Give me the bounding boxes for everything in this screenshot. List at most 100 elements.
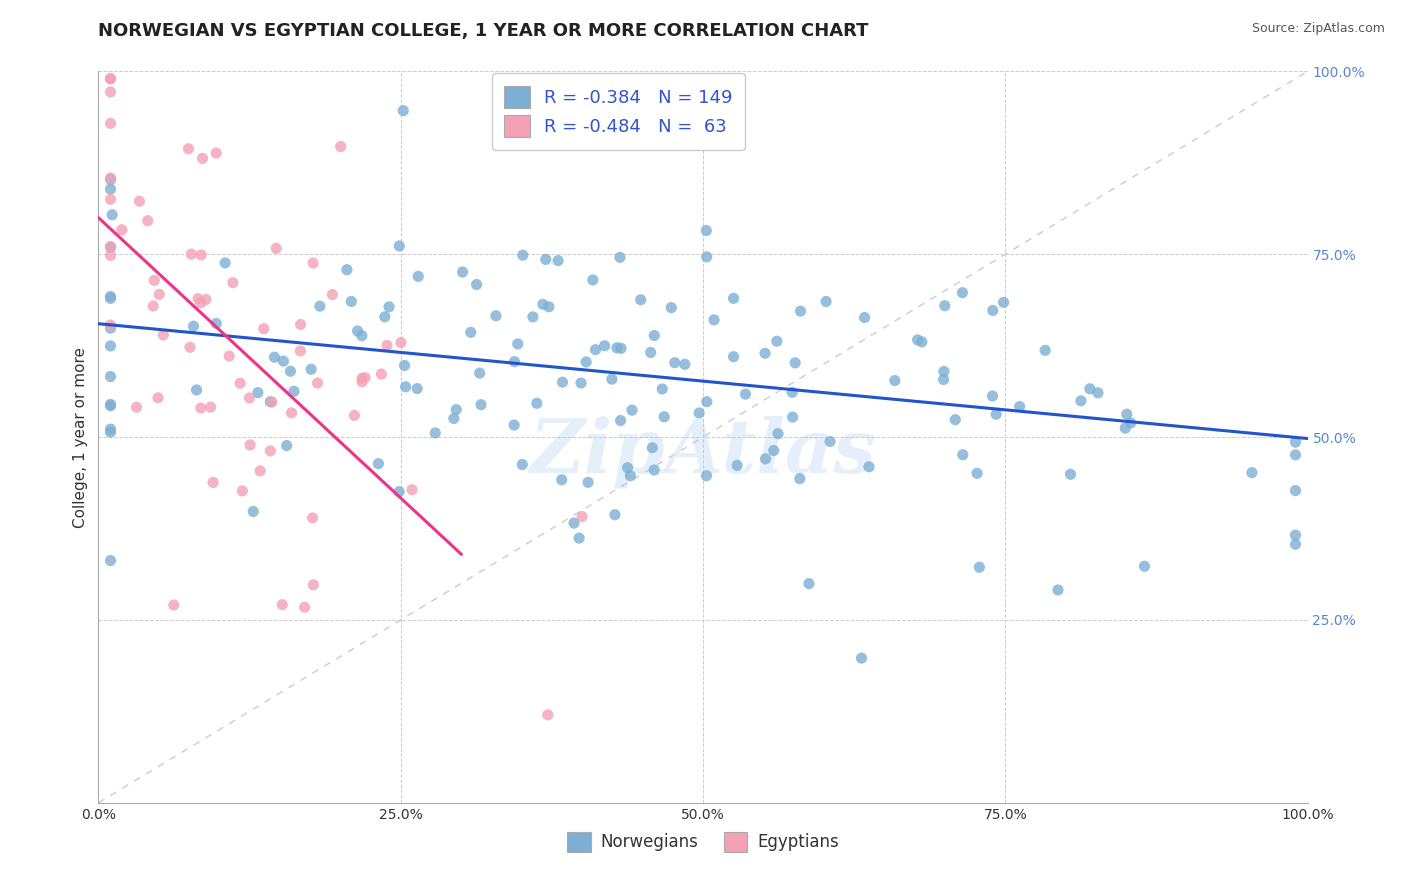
Point [1078, 382, 1101, 396]
Point [273, 354, 295, 368]
Point [302, 578, 325, 592]
Point [1240, 466, 1263, 480]
Point [100, 85, 122, 99]
Point [1114, 421, 1136, 435]
Point [643, 328, 665, 343]
Point [853, 310, 876, 325]
Point [993, 295, 1015, 310]
Point [600, 372, 623, 386]
Point [696, 250, 718, 264]
Point [406, 382, 429, 396]
Point [290, 318, 312, 332]
Point [754, 451, 776, 466]
Point [446, 402, 468, 417]
Point [100, 192, 122, 206]
Point [179, 340, 201, 354]
Point [190, 295, 212, 310]
Point [609, 251, 631, 265]
Point [259, 394, 281, 409]
Point [851, 651, 873, 665]
Point [780, 385, 803, 400]
Point [766, 334, 789, 349]
Point [128, 194, 150, 209]
Point [522, 310, 544, 324]
Point [818, 434, 841, 449]
Point [367, 457, 389, 471]
Point [307, 376, 329, 390]
Point [797, 576, 820, 591]
Point [264, 241, 287, 255]
Point [301, 511, 323, 525]
Point [100, 553, 122, 567]
Point [100, 248, 122, 262]
Point [340, 294, 363, 309]
Point [443, 411, 465, 425]
Point [526, 396, 548, 410]
Point [506, 337, 529, 351]
Point [246, 385, 269, 400]
Point [981, 389, 1004, 403]
Point [394, 359, 416, 373]
Point [640, 345, 662, 359]
Point [136, 213, 159, 227]
Point [152, 328, 174, 343]
Point [394, 380, 416, 394]
Point [547, 253, 569, 268]
Point [571, 509, 593, 524]
Point [392, 103, 415, 118]
Point [782, 410, 804, 425]
Point [568, 531, 591, 545]
Point [609, 413, 631, 427]
Point [537, 707, 560, 722]
Point [163, 598, 186, 612]
Point [283, 384, 305, 399]
Text: ZipAtlas: ZipAtlas [530, 416, 876, 488]
Point [374, 310, 396, 324]
Point [465, 277, 488, 292]
Point [630, 293, 652, 307]
Point [932, 364, 955, 378]
Point [762, 443, 785, 458]
Point [280, 364, 302, 378]
Point [688, 406, 710, 420]
Point [932, 372, 955, 386]
Point [981, 303, 1004, 318]
Point [100, 339, 122, 353]
Point [177, 142, 200, 156]
Point [1133, 559, 1156, 574]
Point [388, 484, 411, 499]
Point [100, 71, 122, 86]
Point [242, 504, 264, 518]
Point [302, 256, 325, 270]
Point [1284, 537, 1306, 551]
Point [725, 458, 748, 473]
Point [186, 383, 208, 397]
Point [276, 439, 298, 453]
Point [100, 321, 122, 335]
Point [352, 371, 374, 385]
Point [575, 355, 598, 369]
Point [659, 301, 682, 315]
Point [503, 417, 526, 432]
Point [378, 300, 401, 314]
Point [100, 399, 122, 413]
Point [606, 341, 628, 355]
Point [986, 407, 1008, 421]
Point [100, 182, 122, 196]
Point [100, 239, 122, 253]
Point [249, 464, 271, 478]
Point [1284, 448, 1306, 462]
Point [766, 426, 789, 441]
Point [651, 382, 673, 396]
Point [375, 338, 398, 352]
Point [100, 291, 122, 305]
Point [100, 116, 122, 130]
Point [299, 362, 322, 376]
Point [616, 460, 638, 475]
Point [100, 318, 122, 332]
Point [194, 293, 217, 307]
Point [512, 248, 534, 262]
Point [238, 391, 260, 405]
Point [200, 400, 222, 414]
Point [253, 321, 276, 335]
